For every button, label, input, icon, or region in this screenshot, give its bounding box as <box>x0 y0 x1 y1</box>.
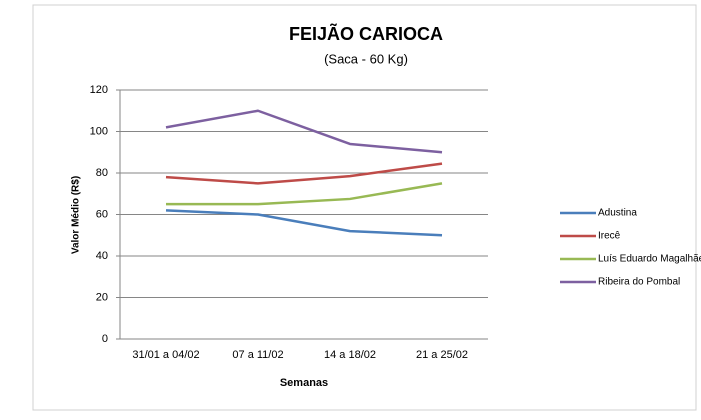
y-axis-label: Valor Médio (R$) <box>71 176 82 254</box>
y-tick-label: 40 <box>96 250 108 262</box>
legend-label: Ribeira do Pombal <box>598 277 680 288</box>
y-tick-label: 20 <box>96 291 108 303</box>
y-tick-label: 80 <box>96 167 108 179</box>
series-line <box>165 209 443 237</box>
legend-label: Luís Eduardo Magalhãe <box>598 254 701 265</box>
series-line <box>165 109 443 154</box>
legend-label: Adustina <box>598 208 637 219</box>
x-tick-label: 21 a 25/02 <box>416 349 468 361</box>
y-tick-label: 0 <box>102 333 108 345</box>
y-tick-label: 100 <box>90 125 108 137</box>
legend-label: Irecê <box>598 231 621 242</box>
x-tick-label: 14 a 18/02 <box>324 349 376 361</box>
x-tick-label: 31/01 a 04/02 <box>132 349 199 361</box>
x-axis-label: Semanas <box>280 377 328 389</box>
y-tick-label: 120 <box>90 84 108 96</box>
series-line <box>165 162 443 185</box>
chart-title: FEIJÃO CARIOCA <box>289 23 443 44</box>
chart-subtitle: (Saca - 60 Kg) <box>324 51 408 66</box>
series-line <box>166 182 443 206</box>
chart-frame <box>32 4 697 411</box>
x-tick-label: 07 a 11/02 <box>232 349 283 361</box>
y-tick-label: 60 <box>96 208 108 220</box>
